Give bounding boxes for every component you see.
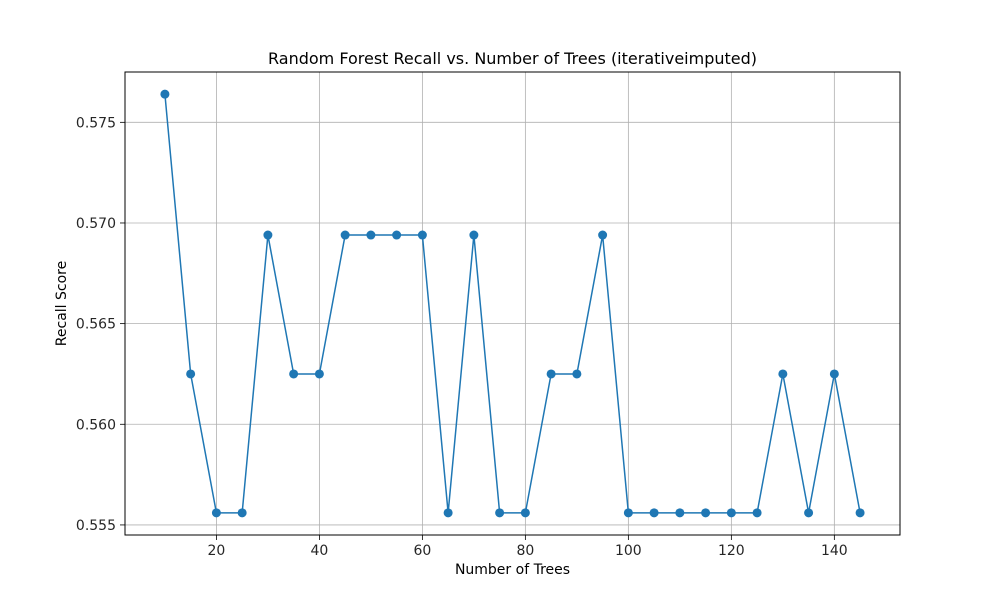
y-tick-label: 0.570 xyxy=(76,216,116,232)
data-point xyxy=(804,508,814,518)
x-tick-label: 140 xyxy=(821,543,848,559)
data-point xyxy=(340,230,350,240)
data-point xyxy=(186,369,196,379)
data-point xyxy=(623,508,633,518)
y-tick-label: 0.565 xyxy=(76,317,116,333)
x-tick-label: 120 xyxy=(718,543,745,559)
data-point xyxy=(160,89,170,99)
data-point xyxy=(520,508,530,518)
data-point xyxy=(572,369,582,379)
chart-title: Random Forest Recall vs. Number of Trees… xyxy=(268,49,757,68)
x-tick-label: 80 xyxy=(516,543,534,559)
data-series xyxy=(160,89,865,518)
data-point xyxy=(211,508,221,518)
data-point xyxy=(366,230,376,240)
x-tick-label: 100 xyxy=(615,543,642,559)
y-tick-label: 0.575 xyxy=(76,115,116,131)
data-point xyxy=(855,508,865,518)
y-tick-label: 0.560 xyxy=(76,417,116,433)
data-point xyxy=(392,230,402,240)
data-point xyxy=(675,508,685,518)
data-point xyxy=(701,508,711,518)
data-point xyxy=(314,369,324,379)
data-point xyxy=(417,230,427,240)
data-point xyxy=(726,508,736,518)
data-point xyxy=(829,369,839,379)
plot-area-frame xyxy=(124,71,901,536)
grid-lines xyxy=(125,72,900,535)
data-point xyxy=(495,508,505,518)
data-point xyxy=(546,369,556,379)
data-point xyxy=(649,508,659,518)
data-point xyxy=(289,369,299,379)
x-tick-label: 40 xyxy=(310,543,328,559)
data-point xyxy=(263,230,273,240)
data-point xyxy=(443,508,453,518)
series-line xyxy=(164,94,861,514)
data-point xyxy=(598,230,608,240)
y-tick-label: 0.555 xyxy=(76,518,116,534)
x-tick-label: 20 xyxy=(207,543,225,559)
data-point xyxy=(237,508,247,518)
data-point xyxy=(469,230,479,240)
data-point xyxy=(752,508,762,518)
y-axis-label: Recall Score xyxy=(54,261,70,346)
axis-ticks: 20 40 60 80 100 120 140 0.555 0.560 0.565 0.570 0.5… xyxy=(76,115,848,559)
x-tick-label: 60 xyxy=(413,543,431,559)
x-axis-label: Number of Trees xyxy=(455,562,570,578)
data-point xyxy=(778,369,788,379)
